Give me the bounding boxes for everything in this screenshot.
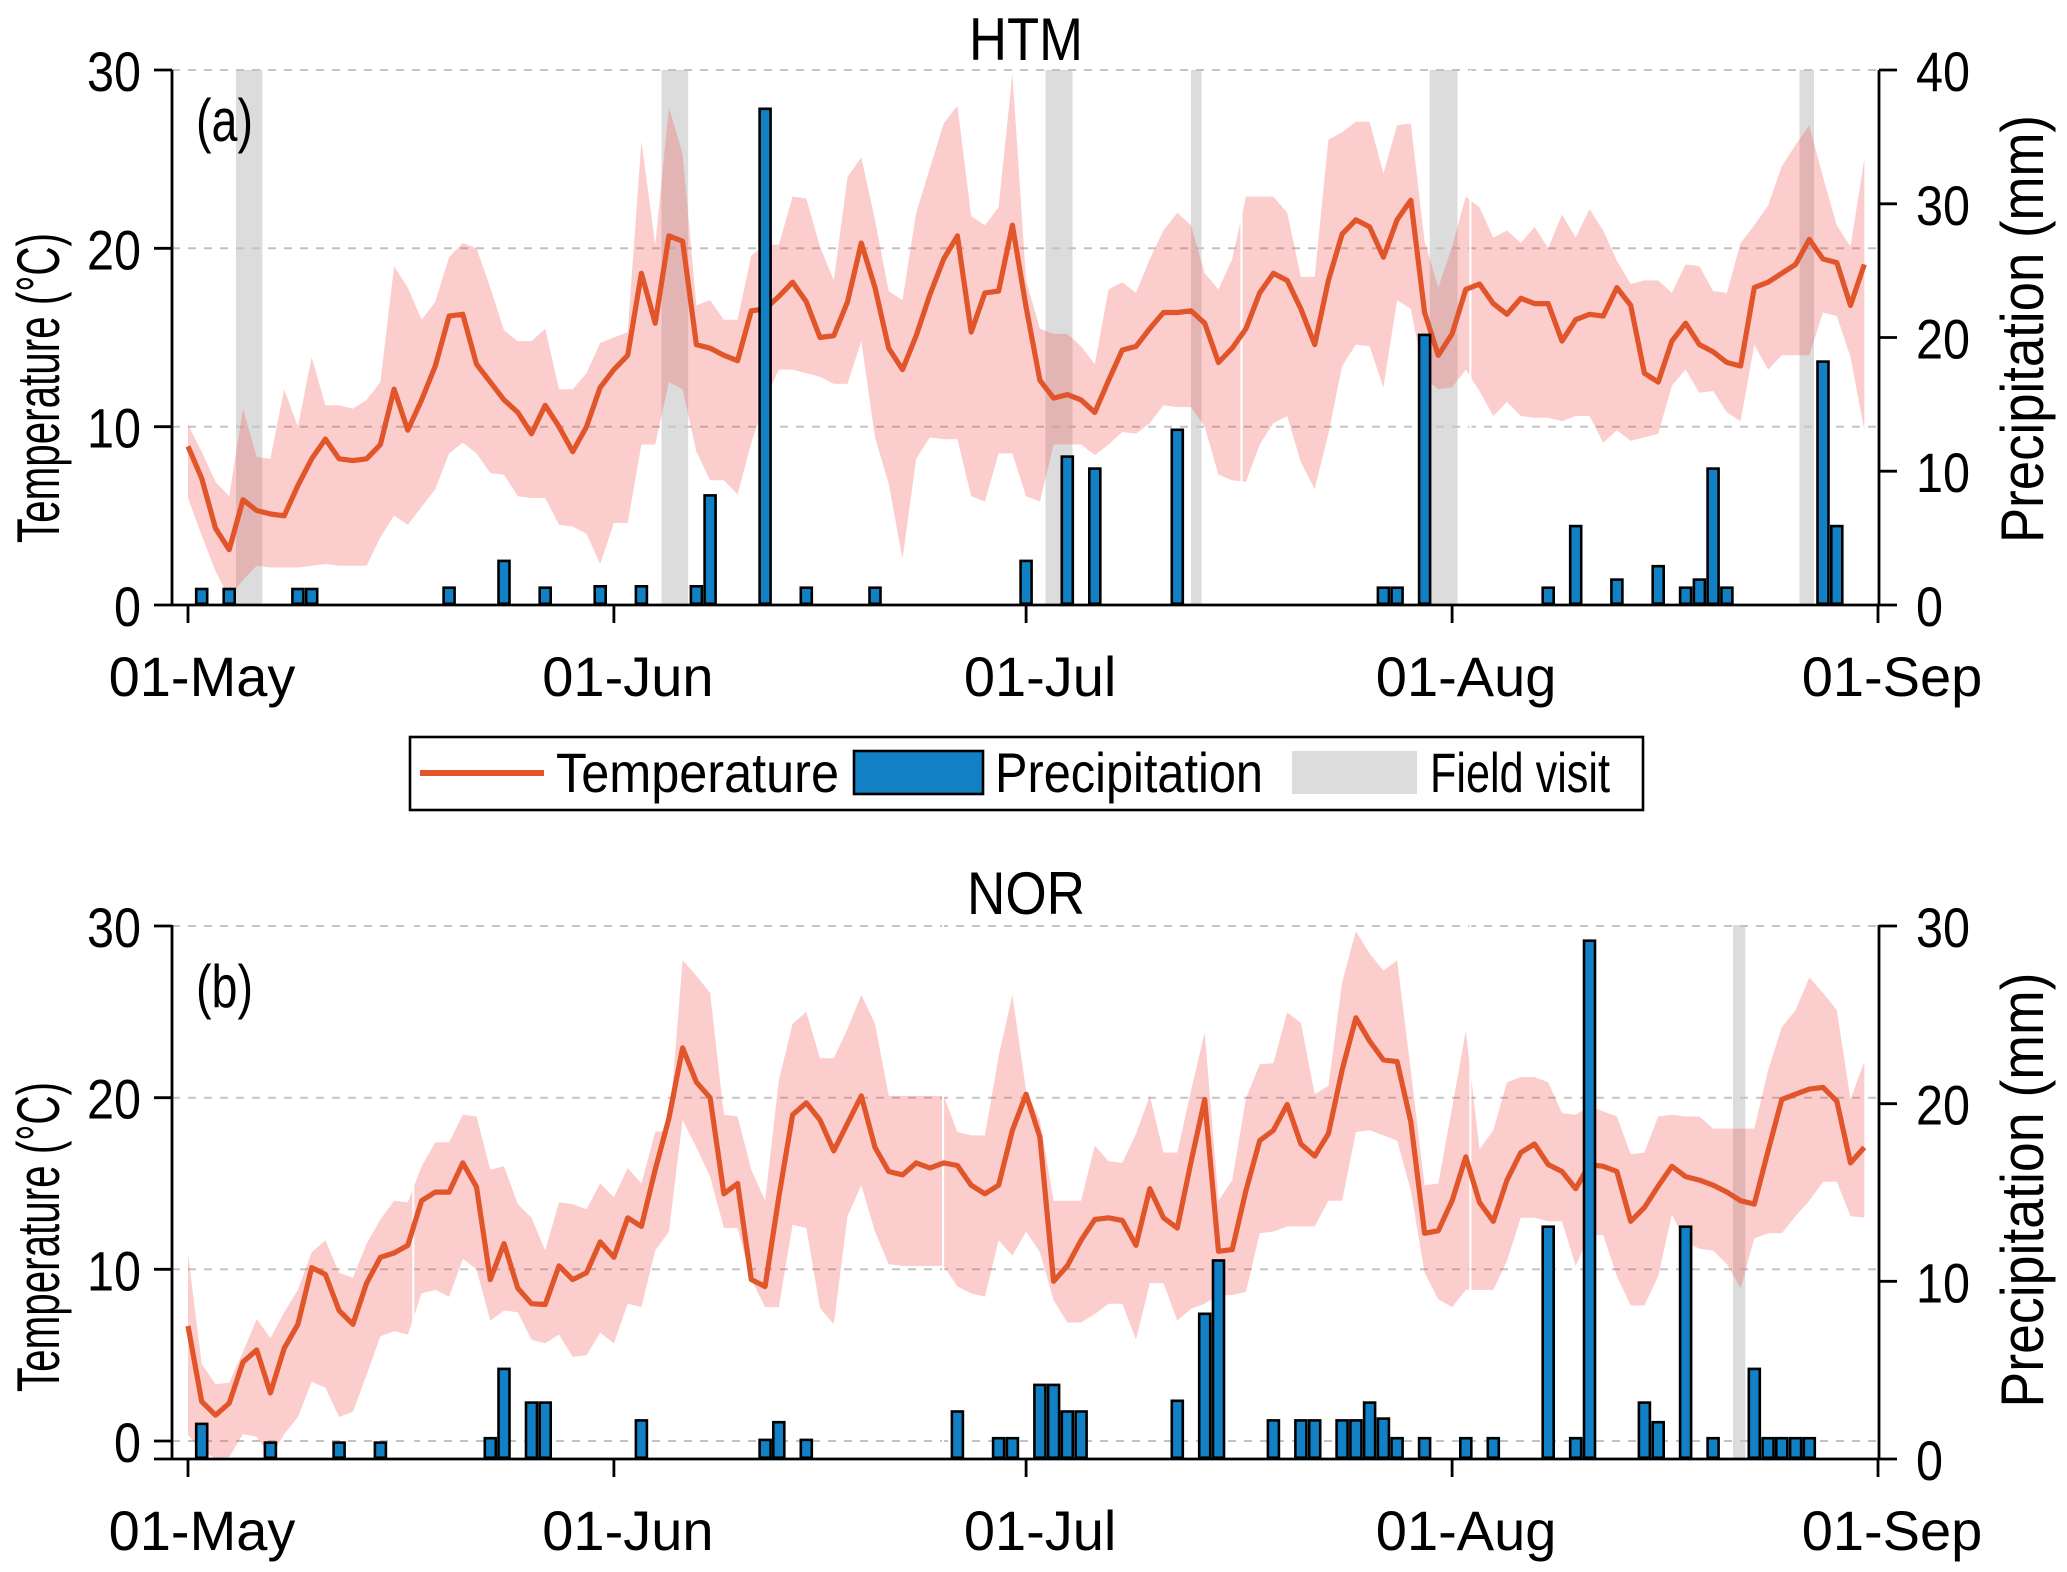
svg-text:0: 0 <box>1916 575 1943 638</box>
svg-text:20: 20 <box>1916 308 1970 371</box>
svg-text:Precipitation (mm): Precipitation (mm) <box>1989 973 2056 1408</box>
svg-text:Precipitation: Precipitation <box>995 741 1263 804</box>
svg-text:01-Jun: 01-Jun <box>542 1499 713 1562</box>
svg-text:20: 20 <box>87 1068 141 1131</box>
svg-text:30: 30 <box>87 40 141 103</box>
svg-text:Temperature (°C): Temperature (°C) <box>5 233 72 543</box>
svg-text:Precipitation (mm): Precipitation (mm) <box>1989 115 2056 543</box>
svg-text:01-Sep: 01-Sep <box>1802 1499 1983 1562</box>
svg-text:(a): (a) <box>196 87 253 154</box>
svg-text:10: 10 <box>1916 1251 1970 1314</box>
svg-text:0: 0 <box>114 575 141 638</box>
svg-text:Temperature: Temperature <box>556 741 839 804</box>
svg-text:01-May: 01-May <box>109 645 296 708</box>
svg-text:10: 10 <box>1916 441 1970 504</box>
svg-text:Temperature (°C): Temperature (°C) <box>5 1082 72 1392</box>
svg-text:30: 30 <box>1916 896 1970 959</box>
svg-text:01-Jul: 01-Jul <box>964 1499 1117 1562</box>
svg-text:NOR: NOR <box>967 860 1085 927</box>
svg-text:20: 20 <box>1916 1074 1970 1137</box>
svg-text:01-May: 01-May <box>109 1499 296 1562</box>
svg-text:HTM: HTM <box>969 6 1083 73</box>
svg-text:30: 30 <box>87 896 141 959</box>
svg-text:01-Jun: 01-Jun <box>542 645 713 708</box>
svg-text:20: 20 <box>87 218 141 281</box>
svg-text:01-Aug: 01-Aug <box>1376 645 1557 708</box>
svg-text:10: 10 <box>87 1239 141 1302</box>
svg-text:0: 0 <box>114 1411 141 1474</box>
svg-text:(b): (b) <box>196 953 253 1020</box>
svg-text:30: 30 <box>1916 174 1970 237</box>
svg-text:Field visit: Field visit <box>1430 741 1610 804</box>
svg-text:0: 0 <box>1916 1429 1943 1492</box>
svg-text:01-Aug: 01-Aug <box>1376 1499 1557 1562</box>
svg-text:01-Jul: 01-Jul <box>964 645 1117 708</box>
svg-text:40: 40 <box>1916 40 1970 103</box>
svg-text:10: 10 <box>87 397 141 460</box>
svg-text:01-Sep: 01-Sep <box>1802 645 1983 708</box>
